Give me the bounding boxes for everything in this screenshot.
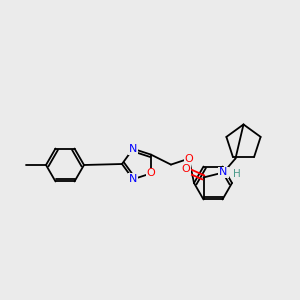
Text: O: O — [147, 168, 155, 178]
Text: O: O — [181, 164, 190, 175]
Text: H: H — [232, 169, 240, 179]
Text: O: O — [184, 154, 193, 164]
Text: N: N — [219, 167, 228, 178]
Text: N: N — [129, 144, 137, 154]
Text: N: N — [129, 174, 137, 184]
